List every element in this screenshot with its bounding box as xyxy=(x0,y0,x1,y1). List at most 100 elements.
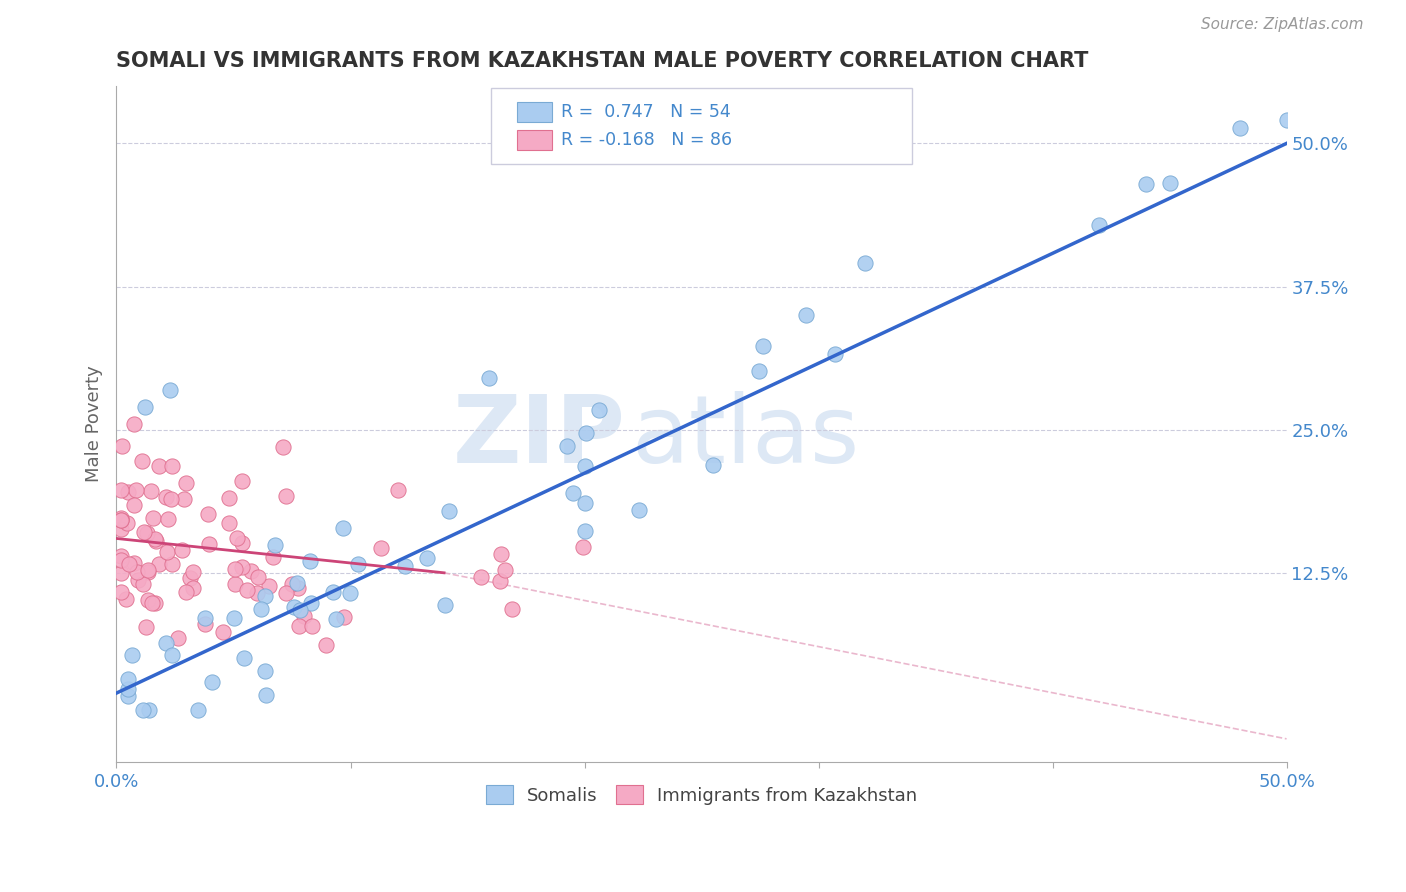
Point xyxy=(115,516,138,531)
Point xyxy=(332,521,354,535)
Point xyxy=(110,511,132,525)
Point xyxy=(122,417,145,431)
Point xyxy=(145,596,167,610)
Text: 50.0%: 50.0% xyxy=(1258,773,1315,791)
Point xyxy=(387,483,409,497)
Point xyxy=(322,584,344,599)
Point xyxy=(285,576,308,591)
Point xyxy=(574,458,596,473)
Point xyxy=(117,485,139,500)
Point xyxy=(136,592,159,607)
Legend: Somalis, Immigrants from Kazakhstan: Somalis, Immigrants from Kazakhstan xyxy=(477,776,927,814)
Point xyxy=(434,598,457,612)
Point xyxy=(110,549,132,564)
Point xyxy=(132,524,155,539)
Point xyxy=(555,439,578,453)
FancyBboxPatch shape xyxy=(516,102,551,122)
Point xyxy=(132,577,155,591)
Point xyxy=(271,441,294,455)
Point xyxy=(145,534,167,549)
Point xyxy=(232,651,254,665)
Point xyxy=(796,309,818,323)
Point xyxy=(224,577,246,591)
Point xyxy=(173,491,195,506)
Point xyxy=(159,383,181,397)
Point xyxy=(627,503,650,517)
Point xyxy=(231,560,253,574)
Point xyxy=(198,537,221,551)
Point xyxy=(135,620,157,634)
Point xyxy=(224,611,246,625)
Point xyxy=(142,510,165,524)
Text: Source: ZipAtlas.com: Source: ZipAtlas.com xyxy=(1201,17,1364,31)
Point xyxy=(264,538,287,552)
Point xyxy=(194,611,217,625)
Point xyxy=(562,486,585,500)
Point xyxy=(339,586,361,600)
Point xyxy=(1229,120,1251,135)
Point xyxy=(256,688,278,702)
Point xyxy=(174,475,197,490)
Point xyxy=(495,563,517,577)
Point xyxy=(824,347,846,361)
Point xyxy=(110,522,132,536)
Point xyxy=(574,496,596,510)
FancyBboxPatch shape xyxy=(516,130,551,151)
Point xyxy=(246,569,269,583)
Text: R = -0.168   N = 86: R = -0.168 N = 86 xyxy=(561,131,733,149)
Point xyxy=(110,553,132,567)
Point xyxy=(159,491,181,506)
Point xyxy=(125,565,148,579)
Point xyxy=(478,371,501,385)
Point xyxy=(588,403,610,417)
Point xyxy=(246,586,269,600)
Point xyxy=(575,425,598,440)
Point xyxy=(231,474,253,488)
Point xyxy=(131,453,153,467)
Point xyxy=(257,579,280,593)
Point xyxy=(139,483,162,498)
Text: ZIP: ZIP xyxy=(453,392,626,483)
Point xyxy=(752,339,775,353)
FancyBboxPatch shape xyxy=(491,88,912,164)
Text: R =  0.747   N = 54: R = 0.747 N = 54 xyxy=(561,103,731,120)
Point xyxy=(501,602,523,616)
Point xyxy=(288,618,311,632)
Point xyxy=(183,566,205,580)
Point xyxy=(298,554,321,568)
Point xyxy=(218,516,240,530)
Point xyxy=(156,511,179,525)
Point xyxy=(117,690,139,704)
Point xyxy=(136,563,159,577)
Point xyxy=(110,483,132,497)
Point xyxy=(160,648,183,663)
Point xyxy=(110,513,132,527)
Point xyxy=(132,703,155,717)
Point xyxy=(110,566,132,580)
Point xyxy=(156,545,179,559)
Point xyxy=(332,610,354,624)
Point xyxy=(299,596,322,610)
Point xyxy=(136,525,159,540)
Point xyxy=(121,648,143,662)
Point xyxy=(127,573,149,587)
Point xyxy=(115,591,138,606)
Point xyxy=(197,507,219,521)
Point xyxy=(488,574,510,588)
Point xyxy=(315,638,337,652)
Point xyxy=(160,459,183,474)
Point xyxy=(224,561,246,575)
Text: atlas: atlas xyxy=(631,392,859,483)
Point xyxy=(226,532,249,546)
Point xyxy=(346,557,368,571)
Point xyxy=(136,565,159,579)
Point xyxy=(124,483,146,498)
Point xyxy=(415,550,437,565)
Point xyxy=(231,535,253,549)
Point xyxy=(110,585,132,599)
Point xyxy=(489,547,512,561)
Point xyxy=(117,681,139,696)
Point xyxy=(162,557,184,571)
Point xyxy=(174,585,197,599)
Point xyxy=(143,533,166,547)
